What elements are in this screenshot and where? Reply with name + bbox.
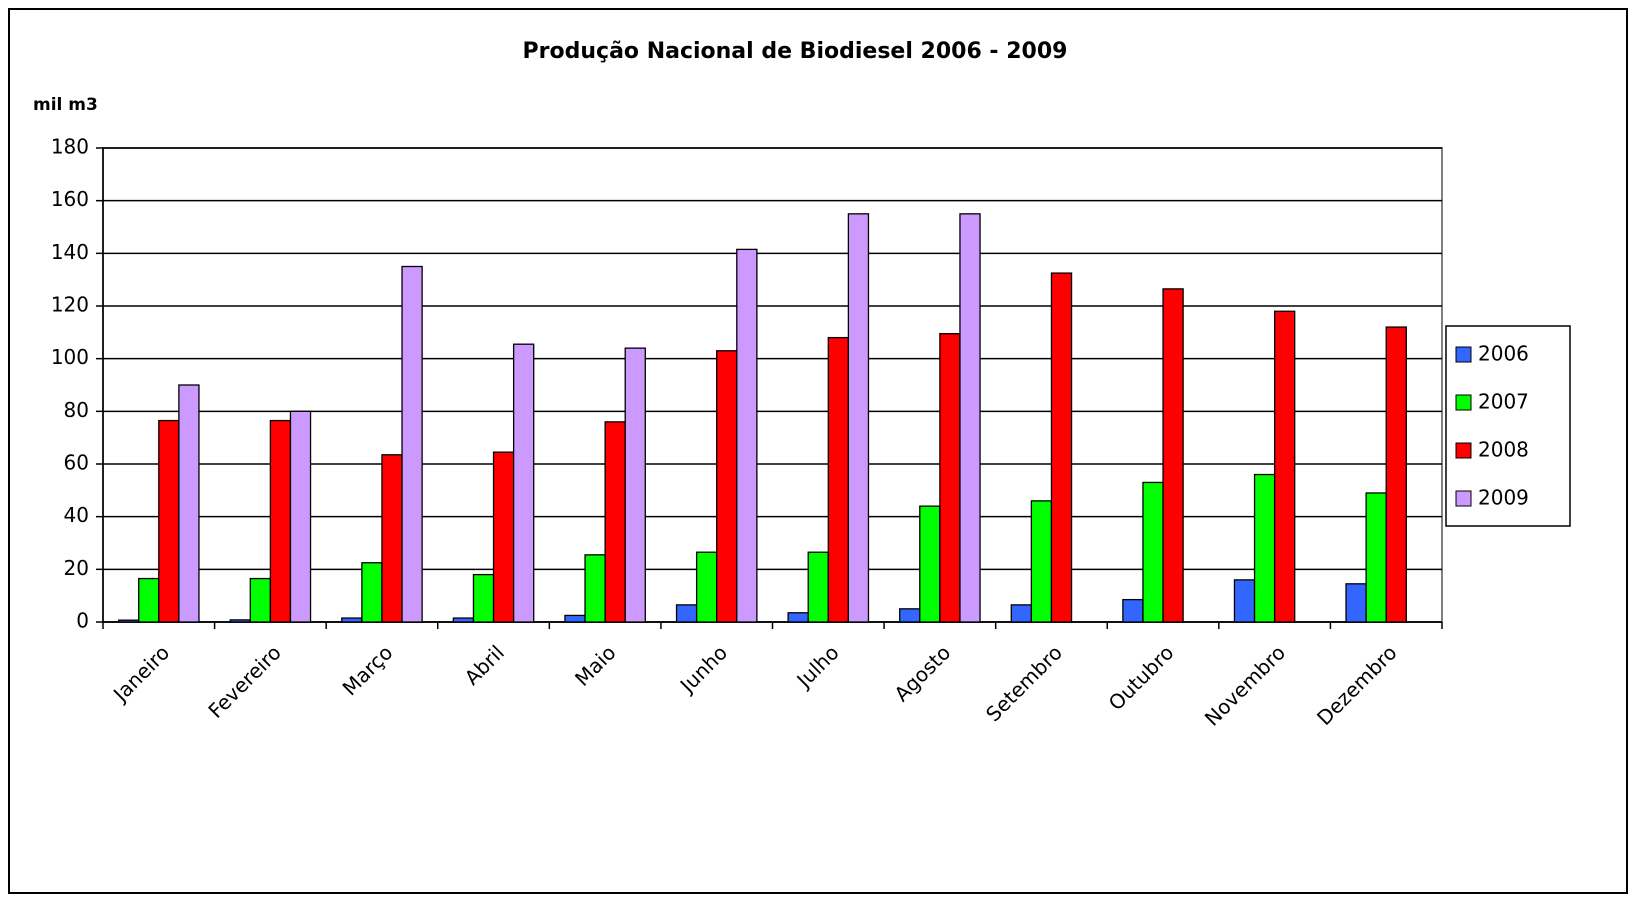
bar bbox=[1162, 288, 1184, 623]
bar bbox=[959, 213, 981, 623]
bar bbox=[1050, 272, 1073, 623]
bar bbox=[381, 454, 403, 623]
y-tick-label: 100 bbox=[51, 345, 89, 369]
bar bbox=[827, 336, 850, 623]
bar bbox=[492, 451, 515, 623]
legend-swatch bbox=[1455, 442, 1472, 459]
plot-area bbox=[102, 147, 1443, 623]
bar bbox=[117, 619, 140, 623]
chart-title: Produção Nacional de Biodiesel 2006 - 20… bbox=[523, 39, 1068, 64]
bar bbox=[584, 554, 606, 623]
bar bbox=[899, 608, 921, 623]
bar bbox=[847, 213, 870, 623]
bar bbox=[1142, 481, 1164, 623]
bar bbox=[624, 347, 646, 623]
bar bbox=[1233, 579, 1256, 623]
bar bbox=[1030, 500, 1053, 623]
y-tick-label: 60 bbox=[64, 451, 89, 475]
bar bbox=[472, 573, 495, 623]
bar bbox=[716, 350, 738, 623]
y-tick-label: 0 bbox=[76, 609, 89, 633]
bar bbox=[787, 612, 809, 623]
bar bbox=[1122, 598, 1144, 623]
bar bbox=[401, 265, 423, 623]
y-tick-label: 180 bbox=[51, 135, 89, 159]
bar bbox=[1253, 473, 1276, 623]
bar bbox=[919, 505, 941, 623]
bar bbox=[1010, 604, 1033, 623]
legend-swatch bbox=[1455, 394, 1472, 411]
bar bbox=[1385, 326, 1407, 623]
bar bbox=[604, 421, 626, 623]
bar bbox=[564, 614, 586, 623]
legend-label: 2009 bbox=[1478, 486, 1529, 510]
bar bbox=[695, 551, 718, 623]
bar bbox=[269, 419, 292, 623]
y-axis-label: mil m3 bbox=[33, 95, 98, 115]
bar bbox=[675, 604, 698, 623]
bar bbox=[807, 551, 829, 623]
bar bbox=[178, 384, 200, 623]
y-tick-label: 140 bbox=[51, 240, 89, 264]
legend-swatch bbox=[1455, 346, 1472, 363]
bar bbox=[1273, 310, 1296, 623]
bar bbox=[361, 562, 383, 623]
bar bbox=[229, 619, 251, 623]
bar bbox=[289, 410, 312, 623]
bar bbox=[341, 617, 363, 623]
bar bbox=[939, 332, 961, 623]
legend-swatch bbox=[1455, 490, 1472, 507]
bar bbox=[1365, 492, 1387, 623]
legend-label: 2006 bbox=[1478, 342, 1529, 366]
y-tick-label: 40 bbox=[64, 503, 89, 527]
y-tick-label: 160 bbox=[51, 187, 89, 211]
bar bbox=[452, 617, 475, 623]
y-tick-label: 80 bbox=[64, 398, 89, 422]
bar bbox=[1345, 583, 1367, 623]
legend-label: 2007 bbox=[1478, 390, 1529, 414]
y-tick-label: 20 bbox=[64, 556, 89, 580]
bar bbox=[158, 419, 180, 623]
bar bbox=[512, 343, 535, 623]
y-tick-label: 120 bbox=[51, 293, 89, 317]
bar bbox=[249, 577, 272, 623]
legend-label: 2008 bbox=[1478, 438, 1529, 462]
bar bbox=[736, 248, 758, 623]
bar bbox=[138, 577, 160, 623]
